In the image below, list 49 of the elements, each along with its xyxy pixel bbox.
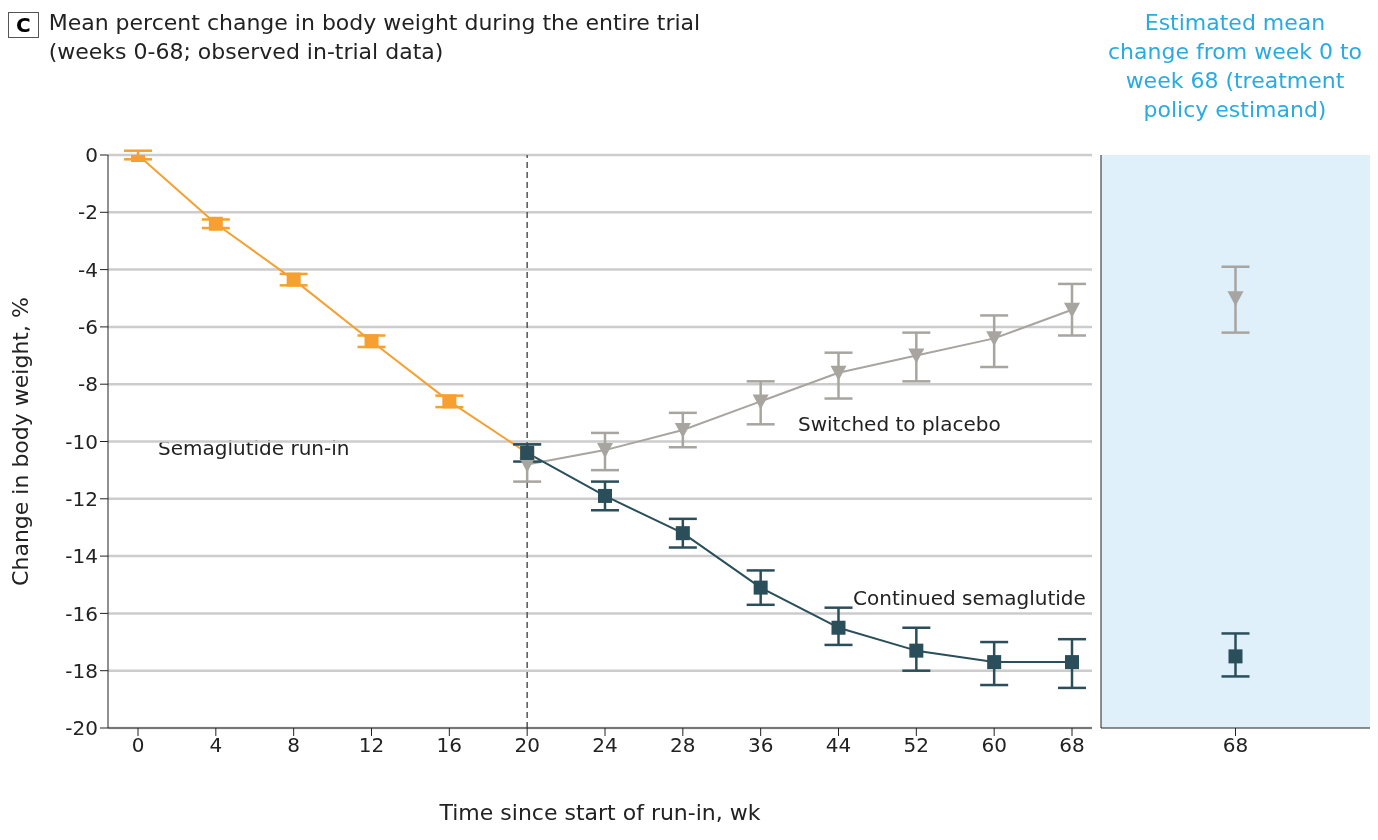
y-tick-label: -2 xyxy=(78,200,98,225)
point xyxy=(442,394,457,409)
annotation: Semaglutide run-in xyxy=(158,436,350,460)
x-tick-label: 20 xyxy=(514,733,540,758)
y-tick-label: -10 xyxy=(65,429,98,454)
annotation: Continued semaglutide xyxy=(853,586,1086,610)
x-tick-label: 36 xyxy=(747,733,774,758)
y-tick-label: -18 xyxy=(65,658,98,683)
x-tick-label: 12 xyxy=(358,733,385,758)
point xyxy=(908,348,925,364)
x-tick-label: 0 xyxy=(131,733,145,758)
point xyxy=(598,488,612,503)
y-tick-label: -8 xyxy=(78,372,98,397)
x-axis-title: Time since start of run-in, wk xyxy=(438,800,761,825)
x-tick-label: 68 xyxy=(1222,733,1249,758)
chart-title: Estimated mean change from week 0 to week 68 (treatment policy estimand) xyxy=(1107,9,1363,124)
point xyxy=(830,365,847,381)
y-tick-label: -6 xyxy=(78,315,98,339)
annotation: Switched to placebo xyxy=(798,412,1001,436)
y-tick-label: -16 xyxy=(65,601,98,626)
point xyxy=(675,526,690,541)
x-tick-label: 28 xyxy=(670,733,696,758)
point xyxy=(909,643,924,658)
chart-title: Mean percent change in body weight during the entire trial (weeks 0-68; observed in-trial data) xyxy=(48,9,702,66)
point xyxy=(987,655,1002,670)
x-tick-label: 44 xyxy=(825,733,852,758)
point xyxy=(1064,302,1080,318)
point xyxy=(364,334,379,349)
point xyxy=(752,394,769,410)
x-tick-label: 4 xyxy=(209,733,223,758)
point xyxy=(831,620,846,635)
y-tick-label: 0 xyxy=(85,143,98,168)
y-tick-label: -12 xyxy=(65,486,98,511)
point xyxy=(753,580,768,595)
y-tick-label: -14 xyxy=(65,544,98,569)
text: C xyxy=(8,12,39,38)
y-tick-label: -4 xyxy=(78,257,98,282)
x-tick-label: 52 xyxy=(903,733,930,758)
x-tick-label: 24 xyxy=(592,733,618,758)
x-tick-label: 8 xyxy=(287,733,301,758)
x-tick-label: 16 xyxy=(436,733,463,758)
point xyxy=(286,272,301,287)
point xyxy=(208,216,223,231)
y-tick-label: -20 xyxy=(65,716,98,741)
y-axis-title: Change in body weight, % xyxy=(7,297,33,586)
x-tick-label: 68 xyxy=(1059,733,1085,758)
point xyxy=(1065,655,1079,670)
x-tick-label: 60 xyxy=(981,733,1007,758)
point xyxy=(986,331,1003,347)
